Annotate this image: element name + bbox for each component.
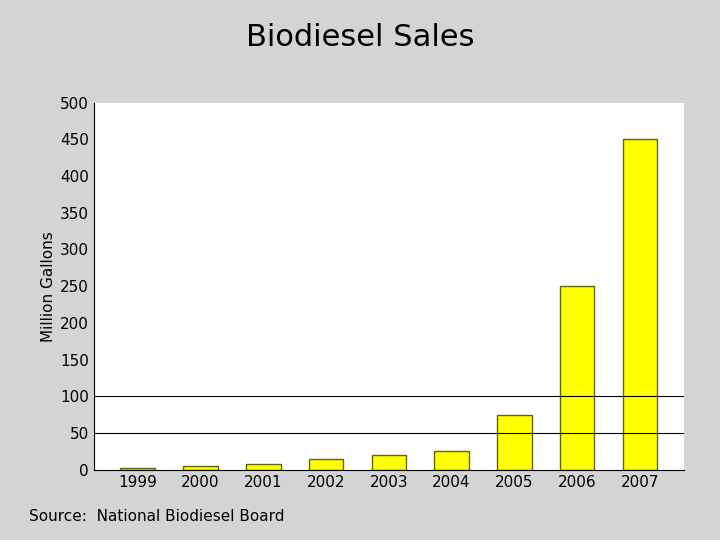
- Bar: [309, 459, 343, 470]
- Bar: [246, 464, 281, 470]
- Bar: [623, 139, 657, 470]
- Bar: [120, 468, 155, 470]
- Bar: [560, 286, 595, 470]
- Text: Source:  National Biodiesel Board: Source: National Biodiesel Board: [29, 509, 284, 524]
- Bar: [372, 455, 406, 470]
- Bar: [497, 415, 531, 470]
- Y-axis label: Million Gallons: Million Gallons: [40, 231, 55, 342]
- Bar: [183, 466, 217, 470]
- Text: Biodiesel Sales: Biodiesel Sales: [246, 23, 474, 52]
- Bar: [434, 451, 469, 470]
